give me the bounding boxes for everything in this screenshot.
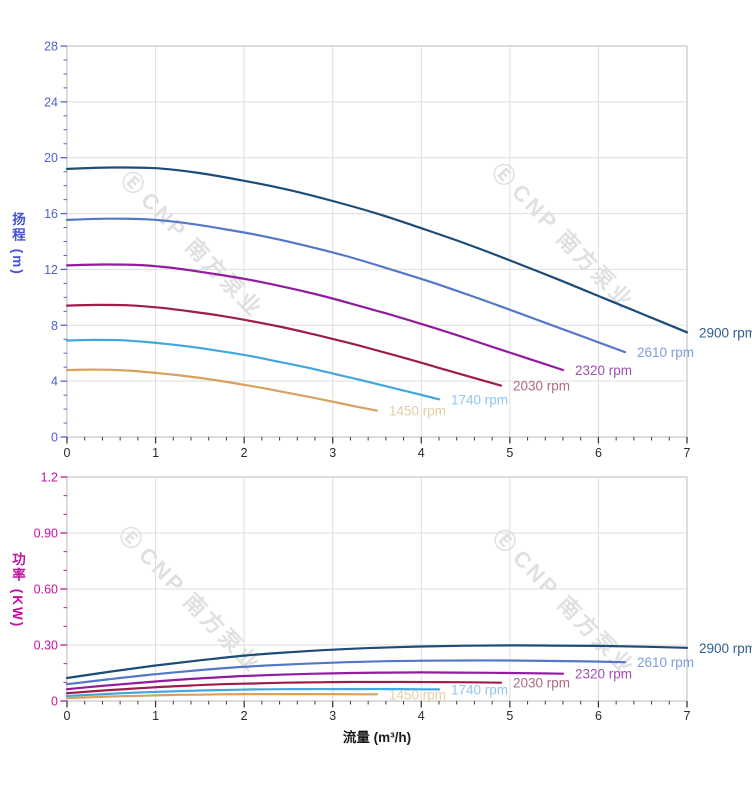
power-y-tick-label: 0 <box>51 695 58 709</box>
power-y-tick-label: 1.2 <box>41 471 58 485</box>
head-x-tick-label: 1 <box>152 446 159 460</box>
series-label-2030-rpm: 2030 rpm <box>513 379 570 394</box>
power-x-tick-label: 6 <box>595 709 602 723</box>
series-label-2900-rpm: 2900 rpm <box>699 325 752 340</box>
power-y-tick-label: 0.60 <box>34 583 58 597</box>
series-label-2320-rpm: 2320 rpm <box>575 363 632 378</box>
curve-2900-rpm <box>65 166 689 334</box>
head-x-tick-label: 2 <box>241 446 248 460</box>
series-label-2030-rpm: 2030 rpm <box>513 676 570 691</box>
power-x-tick-label: 7 <box>684 709 691 723</box>
head-y-tick-label: 28 <box>44 40 58 54</box>
series-label-2610-rpm: 2610 rpm <box>637 655 694 670</box>
head-axis-title: 扬程 (m) <box>10 212 25 276</box>
head-y-tick-label: 0 <box>51 431 58 445</box>
power-y-tick-label: 0.90 <box>34 527 58 541</box>
head-x-tick-label: 4 <box>418 446 425 460</box>
power-x-tick-label: 2 <box>241 709 248 723</box>
series-label-2610-rpm: 2610 rpm <box>637 345 694 360</box>
power-x-tick-label: 0 <box>64 709 71 723</box>
curve-1450-rpm <box>65 368 379 412</box>
curve-2610-rpm <box>65 659 627 686</box>
power-axis-title: 功率 (KW) <box>10 552 25 629</box>
series-label-2900-rpm: 2900 rpm <box>699 641 752 656</box>
curve-2320-rpm <box>65 263 565 372</box>
curve-2900-rpm <box>65 644 689 680</box>
power-x-tick-label: 1 <box>152 709 159 723</box>
head-y-tick-label: 12 <box>44 263 58 277</box>
head-x-tick-label: 7 <box>684 446 691 460</box>
curve-2610-rpm <box>65 217 627 354</box>
curve-2030-rpm <box>65 680 503 695</box>
head-x-tick-label: 6 <box>595 446 602 460</box>
head-y-tick-label: 24 <box>44 95 58 109</box>
power-chart: 0 0.30 0.60 0.90 1.2 0 1 2 3 4 5 6 7 2900 rpm 2610 rpm… <box>34 471 752 724</box>
series-label-1450-rpm: 1450 rpm <box>389 687 446 702</box>
series-label-1450-rpm: 1450 rpm <box>389 404 446 419</box>
power-x-tick-label: 3 <box>329 709 336 723</box>
head-y-tick-label: 8 <box>51 319 58 333</box>
head-x-tick-label: 0 <box>64 446 71 460</box>
curve-2030-rpm <box>65 303 503 387</box>
power-y-tick-label: 0.30 <box>34 639 58 653</box>
series-label-1740-rpm: 1740 rpm <box>451 682 508 697</box>
head-y-tick-label: 20 <box>44 151 58 165</box>
head-y-tick-label: 16 <box>44 207 58 221</box>
head-x-tick-label: 3 <box>329 446 336 460</box>
curve-2320-rpm <box>65 671 565 691</box>
power-x-tick-label: 5 <box>506 709 513 723</box>
curve-1740-rpm <box>65 338 441 401</box>
head-x-tick-label: 5 <box>506 446 513 460</box>
head-y-tick-label: 4 <box>51 375 58 389</box>
head-plot-frame <box>66 45 688 438</box>
curve-1740-rpm <box>65 687 441 698</box>
power-x-tick-label: 4 <box>418 709 425 723</box>
curve-1450-rpm <box>65 692 379 700</box>
series-label-1740-rpm: 1740 rpm <box>451 392 508 407</box>
series-label-2320-rpm: 2320 rpm <box>575 667 632 682</box>
flow-axis-title: 流量 (m³/h) <box>342 730 412 745</box>
